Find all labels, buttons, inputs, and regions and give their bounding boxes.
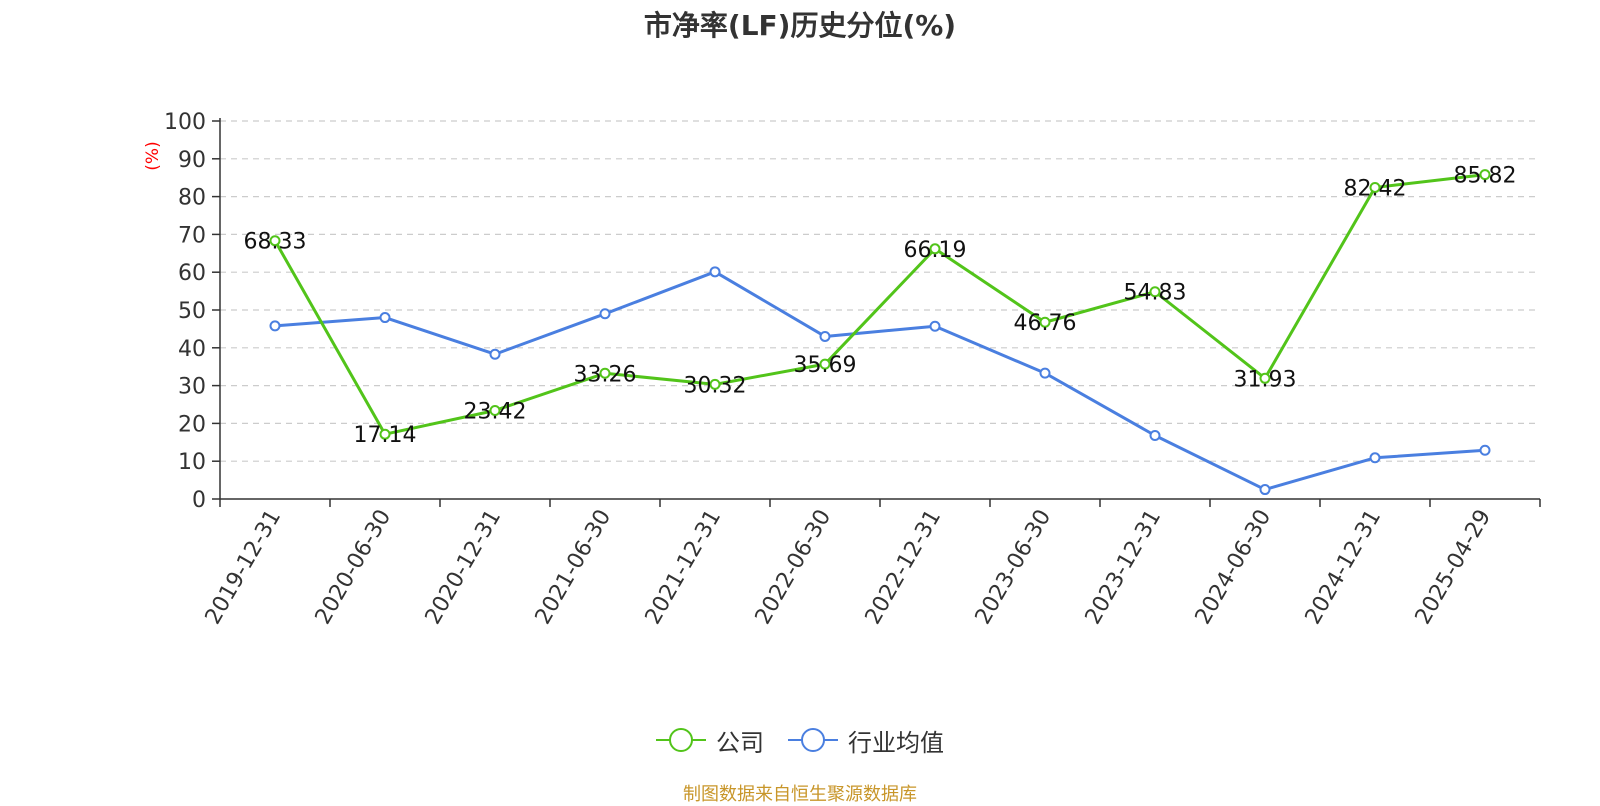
- data-label: 54.83: [1124, 281, 1187, 306]
- data-point[interactable]: [709, 378, 721, 390]
- data-point[interactable]: [929, 243, 941, 255]
- legend-line-marker-blue-icon: [788, 728, 838, 752]
- data-point[interactable]: [1369, 181, 1381, 193]
- data-point[interactable]: [599, 308, 611, 320]
- y-tick-label: 0: [192, 488, 206, 513]
- legend-label-industry-average: 行业均值: [848, 728, 944, 757]
- data-label: 33.26: [574, 362, 637, 387]
- data-point[interactable]: [379, 312, 391, 324]
- data-point[interactable]: [1149, 429, 1161, 441]
- data-point[interactable]: [599, 367, 611, 379]
- data-label: 17.14: [354, 423, 417, 448]
- y-tick-label: 80: [178, 186, 206, 211]
- data-label: 66.19: [904, 238, 967, 263]
- chart-title: 市净率(LF)历史分位(%): [643, 9, 957, 42]
- y-tick-label: 10: [178, 450, 206, 475]
- data-label: 23.42: [464, 399, 527, 424]
- x-tick-label: 2021-12-31: [641, 506, 727, 629]
- y-axis-label: (%): [143, 141, 163, 170]
- data-point[interactable]: [269, 320, 281, 332]
- data-point[interactable]: [269, 235, 281, 247]
- x-tick-label: 2024-12-31: [1301, 506, 1387, 629]
- data-label: 30.32: [684, 373, 747, 398]
- y-tick-label: 70: [178, 223, 206, 248]
- data-point[interactable]: [1479, 169, 1491, 181]
- x-tick-label: 2023-12-31: [1081, 506, 1167, 629]
- legend-line-marker-green-icon: [656, 728, 706, 752]
- x-tick-label: 2020-12-31: [421, 506, 507, 629]
- data-point[interactable]: [1259, 484, 1271, 496]
- data-point[interactable]: [1149, 286, 1161, 298]
- series-line-industry-average: [274, 270, 1486, 492]
- y-tick-label: 50: [178, 299, 206, 324]
- source-note: 制图数据来自恒生聚源数据库: [683, 784, 917, 805]
- data-point[interactable]: [709, 266, 721, 278]
- x-tick-label: 2019-12-31: [201, 506, 287, 629]
- x-tick-label: 2025-04-29: [1411, 506, 1497, 629]
- y-tick-label: 30: [178, 375, 206, 400]
- data-point[interactable]: [379, 428, 391, 440]
- data-label: 82.42: [1344, 176, 1407, 201]
- x-tick-label: 2024-06-30: [1191, 506, 1277, 629]
- data-label: 85.82: [1454, 164, 1517, 189]
- y-tick-label: 90: [178, 148, 206, 173]
- data-point[interactable]: [929, 320, 941, 332]
- legend-item-industry-average[interactable]: 行业均值: [788, 723, 944, 758]
- data-point[interactable]: [1479, 444, 1491, 456]
- y-tick-label: 60: [178, 261, 206, 286]
- data-point[interactable]: [819, 358, 831, 370]
- data-point[interactable]: [489, 348, 501, 360]
- legend-label-company: 公司: [716, 728, 764, 757]
- x-tick-label: 2022-12-31: [861, 506, 947, 629]
- y-tick-label: 100: [164, 110, 206, 135]
- data-point[interactable]: [819, 330, 831, 342]
- data-labels: 68.33 17.14 23.42 33.26 30.32 35.69 66.19 46.76…: [244, 164, 1517, 449]
- y-tick-label: 20: [178, 412, 206, 437]
- series-line-company: [273, 173, 1486, 436]
- data-label: 46.76: [1014, 311, 1077, 336]
- data-label: 35.69: [794, 353, 857, 378]
- x-tick-label: 2021-06-30: [531, 506, 617, 629]
- series-lines: [269, 169, 1491, 496]
- data-point[interactable]: [1039, 316, 1051, 328]
- gridlines: [220, 120, 1540, 462]
- data-point[interactable]: [1259, 372, 1271, 384]
- x-tick-label: 2020-06-30: [311, 506, 397, 629]
- data-label: 68.33: [244, 230, 307, 255]
- x-tick-label: 2023-06-30: [971, 506, 1057, 629]
- data-point[interactable]: [1369, 452, 1381, 464]
- legend: 公司 行业均值: [0, 722, 1600, 758]
- x-tick-label: 2022-06-30: [751, 506, 837, 629]
- data-label: 31.93: [1234, 367, 1297, 392]
- data-point[interactable]: [1039, 367, 1051, 379]
- y-tick-label: 40: [178, 337, 206, 362]
- data-point[interactable]: [489, 404, 501, 416]
- legend-item-company[interactable]: 公司: [656, 723, 764, 758]
